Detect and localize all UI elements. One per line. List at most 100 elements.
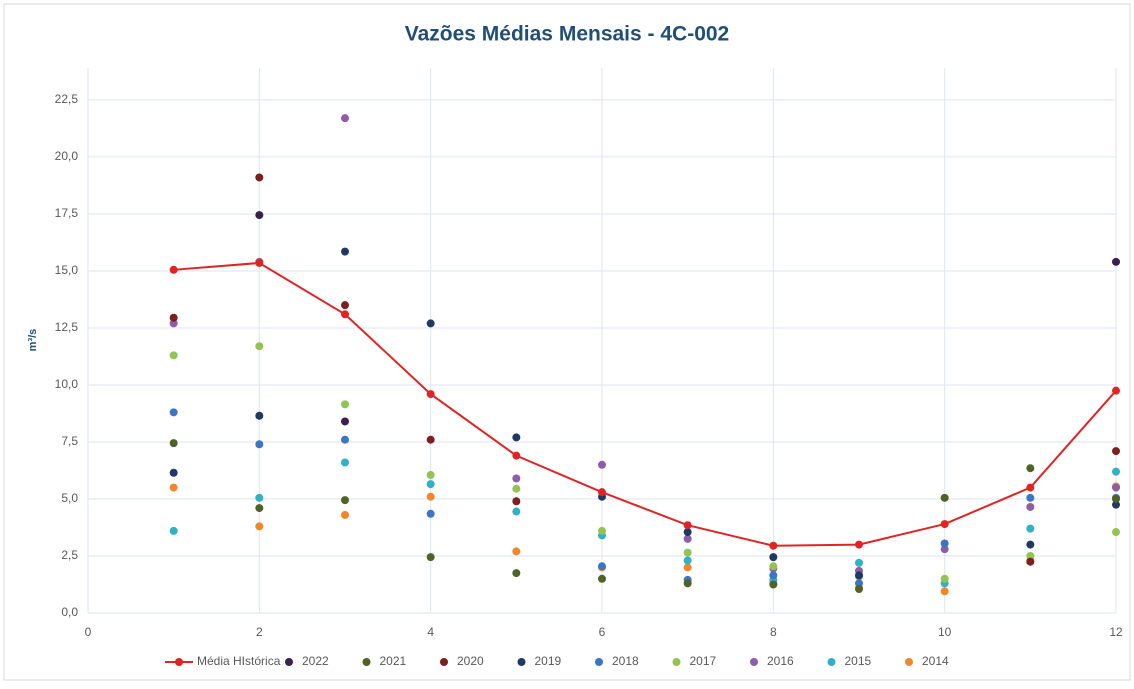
legend-marker [827, 658, 836, 666]
data-point [940, 574, 949, 583]
legend-label: Média HIstórica [197, 654, 281, 668]
data-point [1026, 540, 1035, 549]
data-point [940, 520, 949, 529]
data-point [169, 468, 178, 477]
data-point [512, 497, 521, 506]
y-tick-label: 2,5 [61, 548, 78, 562]
data-point [683, 521, 692, 530]
data-point [769, 553, 778, 562]
data-point [598, 460, 606, 469]
data-point [255, 522, 264, 531]
series-line [173, 261, 1117, 547]
data-point [512, 569, 521, 578]
data-point [1112, 528, 1120, 537]
data-point [512, 507, 521, 516]
y-tick-label: 15,0 [55, 263, 79, 277]
data-point [940, 587, 949, 596]
data-point [341, 417, 349, 426]
data-point [1026, 464, 1035, 473]
data-point [940, 539, 949, 548]
y-axis-title: m³/s [27, 329, 39, 352]
y-tick-label: 5,0 [61, 491, 78, 505]
data-point [426, 319, 435, 328]
data-point [255, 342, 264, 351]
data-point [1026, 524, 1035, 533]
x-tick-label: 0 [85, 625, 92, 639]
data-point [769, 580, 778, 589]
legend-marker [362, 658, 371, 666]
data-point [255, 173, 264, 182]
data-point [255, 211, 264, 220]
data-point [341, 510, 349, 519]
legend-label: 2016 [767, 654, 794, 668]
data-point [683, 579, 692, 588]
data-point [598, 574, 606, 583]
data-point [769, 541, 778, 550]
data-point [855, 585, 863, 594]
data-point [426, 492, 435, 501]
legend-label: 2018 [612, 654, 639, 668]
data-point [512, 433, 521, 442]
y-tick-label: 0,0 [61, 605, 78, 619]
data-point [341, 301, 349, 310]
data-point [341, 496, 349, 505]
data-point [341, 310, 349, 319]
x-tick-label: 2 [256, 625, 263, 639]
data-point [169, 408, 178, 417]
data-point [426, 480, 435, 489]
data-point [769, 571, 778, 580]
data-point [1112, 467, 1120, 476]
y-tick-label: 10,0 [55, 377, 79, 391]
data-point [255, 493, 264, 502]
data-point [940, 493, 949, 502]
data-point [1112, 483, 1120, 492]
data-point [598, 562, 606, 571]
data-point [598, 488, 606, 497]
data-point [255, 258, 264, 267]
data-point [426, 390, 435, 399]
legend-label: 2019 [535, 654, 562, 668]
legend-label: 2015 [845, 654, 872, 668]
legend-label: 2017 [690, 654, 717, 668]
legend-marker [905, 658, 913, 666]
data-point [512, 484, 521, 493]
y-tick-label: 22,5 [55, 92, 79, 106]
data-point [426, 435, 435, 444]
x-tick-label: 8 [770, 625, 777, 639]
data-point [1026, 483, 1035, 492]
data-point [169, 265, 178, 274]
legend-marker [440, 658, 448, 666]
x-tick-label: 4 [427, 625, 434, 639]
legend-label: 2022 [302, 654, 329, 668]
data-point [426, 471, 435, 480]
x-tick-label: 6 [599, 625, 606, 639]
legend-marker [285, 658, 293, 666]
x-tick-label: 12 [1109, 625, 1123, 639]
legend-marker [595, 658, 603, 666]
data-point [341, 458, 349, 467]
data-point [940, 545, 949, 554]
data-point [341, 400, 349, 409]
legend-marker [672, 658, 681, 666]
chart-title: Vazões Médias Mensais - 4C-002 [405, 23, 730, 46]
data-point [426, 553, 435, 562]
data-point [341, 114, 349, 123]
data-point [683, 548, 692, 557]
y-tick-label: 17,5 [55, 206, 79, 220]
legend-label: 2014 [922, 654, 949, 668]
data-point [512, 474, 521, 483]
data-point [1026, 502, 1035, 511]
data-point [1026, 493, 1035, 502]
data-point [683, 556, 692, 565]
y-tick-label: 7,5 [61, 434, 78, 448]
data-point [683, 528, 692, 537]
data-point [855, 540, 863, 549]
data-point [255, 411, 264, 420]
data-point [169, 526, 178, 535]
data-point [169, 483, 178, 492]
data-point [1112, 447, 1120, 456]
legend-label: 2021 [380, 654, 407, 668]
data-point [512, 451, 521, 460]
